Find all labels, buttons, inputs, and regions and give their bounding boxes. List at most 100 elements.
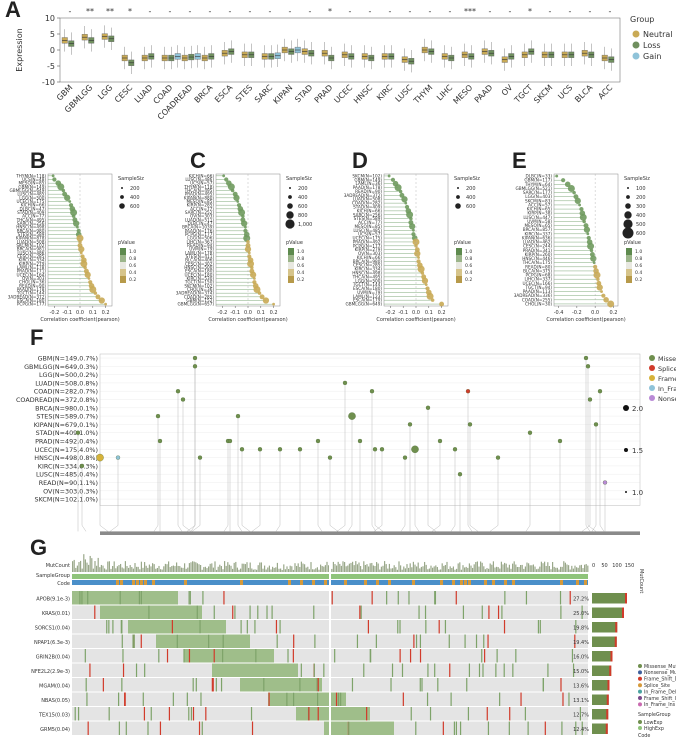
lollipop-point (414, 244, 418, 248)
row-label: COAD(N=282) (352, 201, 383, 206)
significance-mark: - (509, 7, 512, 16)
row-label: CHOL(N=36) (19, 280, 46, 285)
row-label: BLCA(N=375) (523, 268, 552, 273)
mutcount-bar (268, 565, 270, 572)
mutcount-bar (497, 567, 499, 572)
mutcount-bar (334, 564, 336, 572)
gene-mutation-cell (142, 692, 144, 706)
mutcount-bar (196, 563, 198, 572)
gene-mutation-cell (140, 634, 142, 648)
gene-mutation-cell (313, 605, 315, 619)
mutcount-bar (264, 565, 266, 572)
mutation-connector (317, 525, 323, 532)
mutcount-bar (494, 567, 496, 572)
lollipop-point (579, 206, 584, 212)
legend-dot (638, 726, 642, 730)
side-axis-tick: 0 (592, 563, 595, 569)
x-tick-label: 0.2 (609, 310, 617, 316)
mutcount-bar (500, 561, 502, 572)
mutcount-bar (265, 569, 267, 572)
row-label: GBM(N=149,0.7%) (38, 355, 98, 363)
gene-mutation-cell (437, 678, 439, 692)
lollipop-point (401, 196, 408, 203)
mutcount-bar (235, 561, 237, 572)
row-label: KICH(N=66) (357, 208, 383, 213)
mutcount-bar (307, 566, 309, 572)
gene-mutation-cell (292, 692, 295, 706)
mutcount-bar (355, 561, 357, 572)
row-label: HNSC(N=446) (522, 256, 552, 261)
pvalue-legend-swatch (626, 269, 632, 276)
mutcount-bar (436, 567, 438, 572)
lollipop-point (412, 238, 420, 246)
mutcount-bar (371, 562, 373, 572)
gene-mutation-cell (448, 634, 450, 648)
mutcount-bar (254, 569, 256, 572)
mutcount-bar (257, 565, 259, 572)
x-tick-label: -0.2 (50, 310, 60, 316)
code-track-cell (440, 580, 443, 585)
row-label: KIRC(N=334) (354, 267, 382, 272)
gene-mutation-cell (366, 707, 368, 721)
row-label: COAD(N=285) (184, 294, 215, 299)
row-label: LGG(N=500) (19, 195, 46, 200)
mutation-point (585, 364, 591, 369)
lollipop-point (409, 223, 416, 230)
gene-mutation-cell (213, 605, 215, 619)
gene-label: KRAS(0.01) (42, 611, 70, 617)
mutcount-bar (460, 569, 462, 572)
code-track-cell (324, 580, 327, 585)
gene-mutation-cell (188, 591, 190, 605)
mutation-point (593, 422, 599, 427)
mutcount-bar (292, 569, 294, 572)
gene-mutation-cell (133, 634, 135, 648)
mutation-point (297, 447, 303, 452)
row-label: HNSC(N=498,0.8%) (34, 454, 98, 462)
legend-dot (638, 689, 642, 694)
mutcount-bar (462, 565, 464, 572)
gene-mutation-cell (168, 707, 171, 721)
mutation-point (557, 438, 563, 444)
row-label: LUAD(N=462) (523, 240, 553, 245)
row-label: SKCM(N=102) (184, 283, 214, 288)
gene-percentage: 12.4% (573, 727, 589, 733)
row-label: STES(N=589) (18, 232, 47, 237)
significance-mark: - (489, 7, 492, 16)
x-tick-label: 0.2 (438, 310, 446, 316)
lollipop-point (596, 284, 603, 291)
gene-mutation-cell (574, 634, 576, 648)
x-tick-label: HNSC (352, 83, 375, 106)
gene-mutation-cell (371, 591, 373, 605)
row-label: STAD(N=409,1.0%) (36, 429, 98, 437)
mutcount-bar (155, 568, 157, 572)
mutcount-bar (571, 565, 573, 572)
lollipop-point (250, 265, 254, 270)
gene-mutation-cell (293, 634, 295, 648)
row-label: READ(N=90,1.1%) (39, 479, 98, 487)
gene-mutation-cell (415, 634, 418, 648)
mutcount-bar (401, 569, 403, 572)
x-tick-label: 0.0 (76, 310, 84, 316)
gene-mutation-cell (481, 649, 483, 663)
mutcount-bar (134, 563, 136, 572)
mutcount-bar (556, 567, 558, 572)
code-track-cell (460, 580, 463, 585)
gene-mutation-cell (497, 605, 500, 619)
size-legend-dot (623, 219, 633, 229)
row-label: PCPG(N=177) (17, 302, 46, 307)
row-label: GBMLGG(N=649) (346, 302, 383, 307)
gene-mutation-cell (102, 678, 104, 692)
mutcount-bar (368, 566, 370, 572)
mutcount-bar (89, 555, 91, 572)
gene-mutation-cell (132, 634, 134, 648)
gene-count-bar (592, 593, 627, 604)
row-label: OV(N=303) (190, 214, 214, 219)
gene-mutation-cell (512, 663, 514, 677)
plot-frame (553, 173, 619, 307)
gene-mutation-block (212, 663, 298, 677)
size-legend-label: 400 (298, 195, 308, 201)
mutcount-bar (312, 569, 314, 572)
gene-mutation-cell (317, 678, 319, 692)
mutcount-bar (536, 569, 538, 572)
pvalue-legend-swatch (626, 276, 632, 283)
